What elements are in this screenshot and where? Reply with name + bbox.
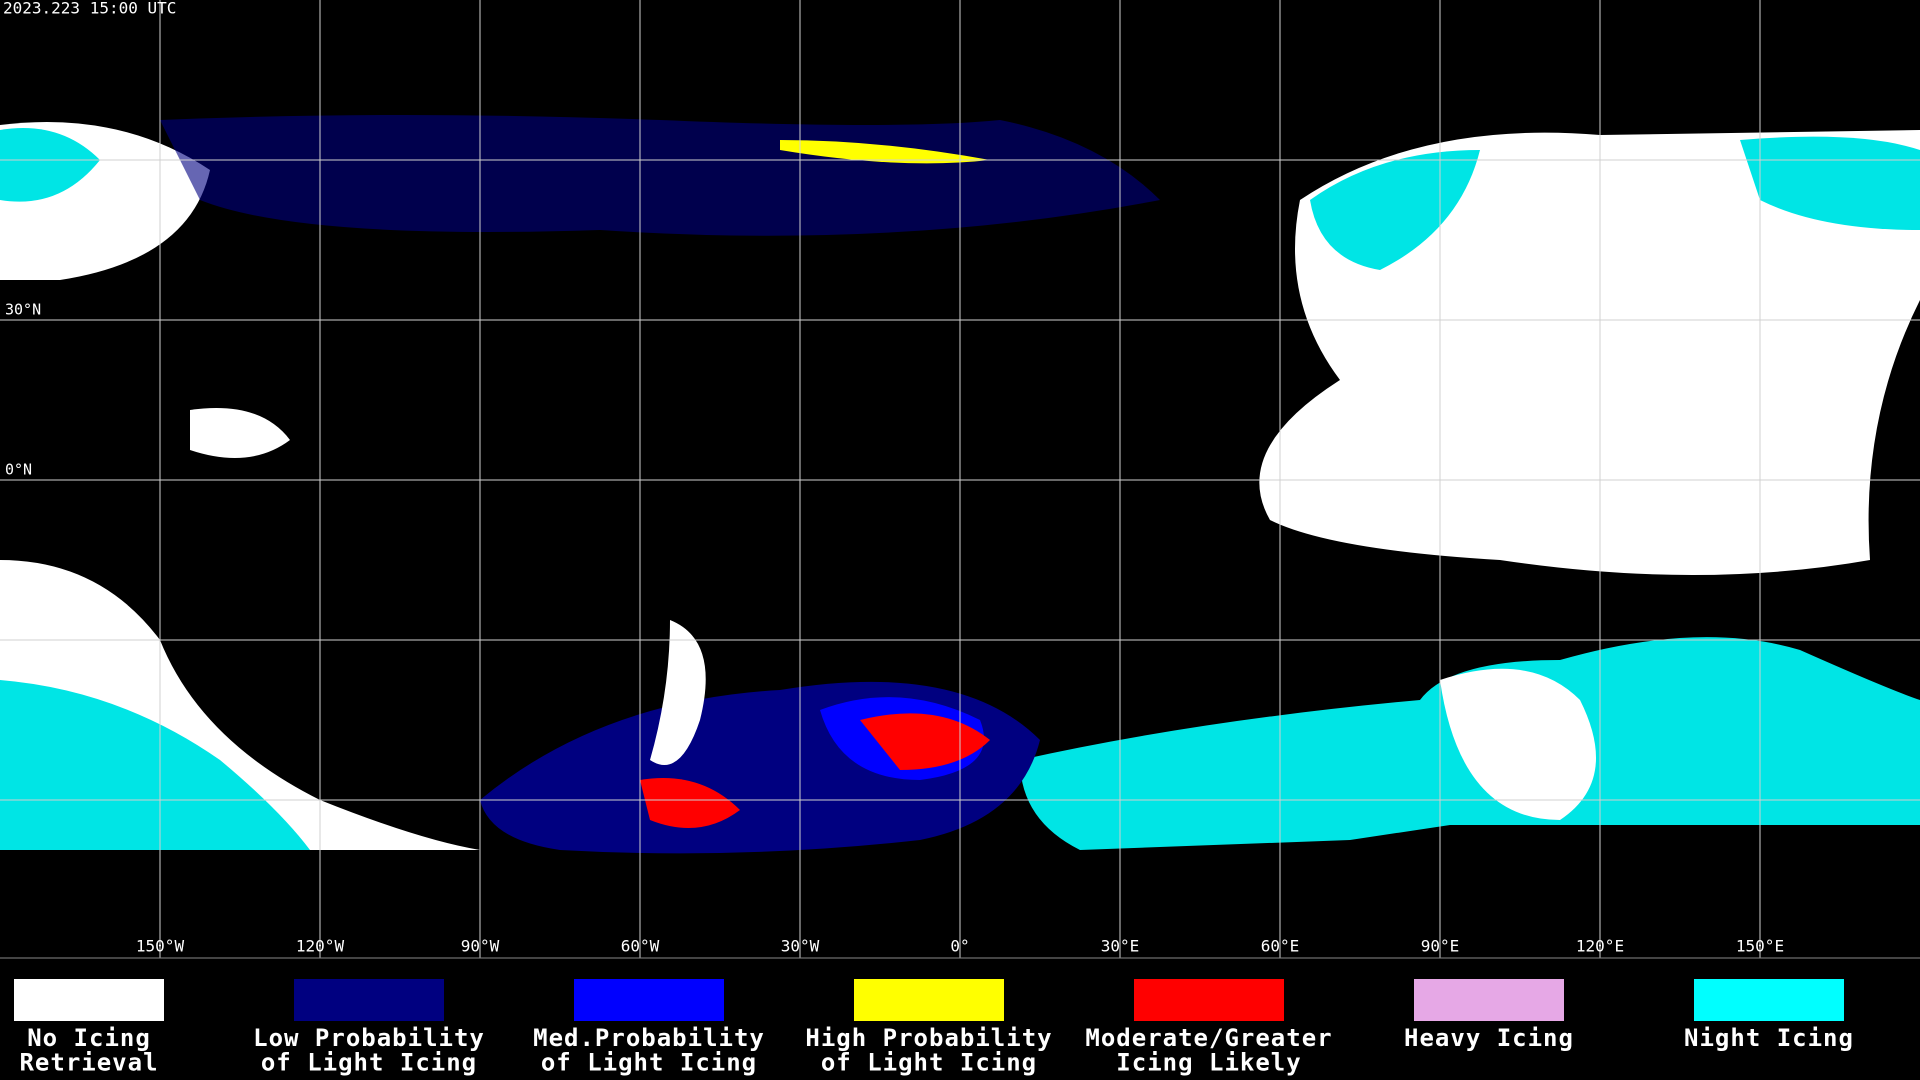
- legend-swatch: [574, 979, 724, 1021]
- legend-label: Moderate/Greater: [1085, 1024, 1332, 1052]
- night-icing-area: [0, 128, 100, 202]
- legend-label: Icing Likely: [1116, 1049, 1301, 1077]
- night-icing-area: [1310, 150, 1480, 270]
- legend-swatch: [14, 979, 164, 1021]
- longitude-label: 0°: [950, 937, 969, 956]
- legend-swatch: [854, 979, 1004, 1021]
- legend-label: of Light Icing: [821, 1049, 1037, 1077]
- legend-label: Night Icing: [1684, 1024, 1854, 1052]
- longitude-label: 120°W: [296, 937, 345, 956]
- longitude-label: 150°W: [136, 937, 185, 956]
- legend-swatch: [1694, 979, 1844, 1021]
- legend-swatch: [1414, 979, 1564, 1021]
- legend-label: Retrieval: [19, 1049, 158, 1077]
- cloud-area: [1259, 130, 1920, 575]
- legend-label: of Light Icing: [541, 1049, 757, 1077]
- longitude-label: 90°E: [1421, 937, 1460, 956]
- cloud-area: [190, 408, 290, 458]
- legend-swatch: [294, 979, 444, 1021]
- longitude-label: 60°E: [1261, 937, 1300, 956]
- longitude-label: 60°W: [621, 937, 660, 956]
- longitude-label: 150°E: [1736, 937, 1784, 956]
- longitude-label: 30°E: [1101, 937, 1140, 956]
- low-icing-area: [160, 115, 1160, 236]
- cloud-area: [650, 620, 706, 765]
- legend-swatch: [1134, 979, 1284, 1021]
- legend-label: Low Probability: [253, 1024, 485, 1052]
- moderate-icing-area: [860, 713, 990, 770]
- longitude-label: 90°W: [461, 937, 500, 956]
- longitude-label: 30°W: [781, 937, 820, 956]
- legend-label: High Probability: [805, 1024, 1052, 1052]
- longitude-label: 120°E: [1576, 937, 1624, 956]
- legend-label: Med.Probability: [533, 1024, 765, 1052]
- cloud-area: [1440, 668, 1596, 820]
- latitude-label: 30°S: [5, 621, 41, 639]
- high-icing-area: [780, 140, 990, 164]
- latitude-label: 30°N: [5, 301, 41, 319]
- night-icing-area: [0, 680, 310, 850]
- graticule: 30°N 0°N 30°S 150°W 120°W 90°W 60°W 30°W 0° 30°E 6…: [0, 0, 1920, 958]
- moderate-icing-area: [640, 778, 740, 828]
- legend-label: of Light Icing: [261, 1049, 477, 1077]
- legend-label: No Icing: [27, 1024, 151, 1052]
- latitude-label: 0°N: [5, 461, 32, 479]
- cloud-layer: [0, 115, 1920, 854]
- legend-label: Heavy Icing: [1404, 1024, 1574, 1052]
- timestamp: 2023.223 15:00 UTC: [3, 0, 176, 18]
